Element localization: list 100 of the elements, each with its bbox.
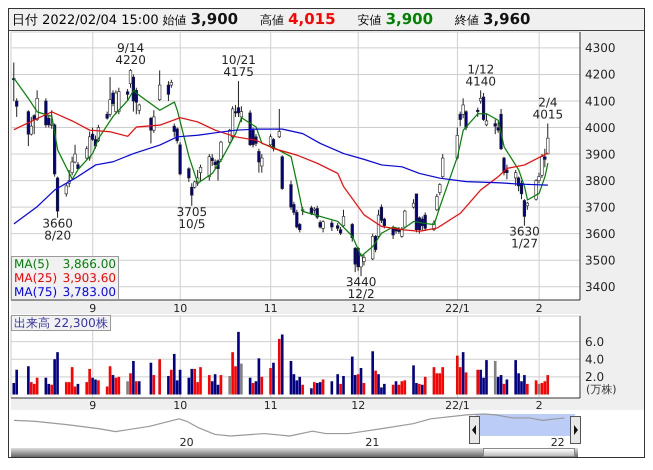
bar <box>170 370 173 394</box>
candlestick <box>26 110 30 147</box>
bar <box>94 379 97 394</box>
bar <box>220 375 222 394</box>
bar <box>132 360 135 394</box>
text: MA(5) 3,866.00 <box>14 257 116 271</box>
bar <box>342 376 345 394</box>
bar <box>158 359 161 394</box>
bar <box>383 384 386 394</box>
bar <box>167 376 170 394</box>
candlestick <box>88 131 92 162</box>
bar <box>500 375 502 394</box>
bar <box>97 380 100 394</box>
bar <box>91 378 94 394</box>
bar <box>129 373 132 394</box>
bar <box>313 382 316 394</box>
x-tick-label: 22/1 <box>445 302 470 315</box>
x-tick-label: 12 <box>351 302 366 315</box>
candlestick <box>108 76 112 118</box>
bar <box>534 380 538 394</box>
candlestick <box>371 233 374 261</box>
annotation: 9/14 4220 <box>115 41 146 68</box>
bar <box>50 384 54 394</box>
candlestick <box>476 107 480 118</box>
bar <box>403 380 406 394</box>
bar <box>199 367 202 394</box>
candlestick <box>342 209 346 228</box>
bar <box>272 362 275 394</box>
bar <box>88 368 91 394</box>
annotation: 3705 10/5 <box>176 204 208 231</box>
bar <box>356 374 360 394</box>
y-tick-label: 3600 <box>585 226 616 241</box>
candlestick <box>268 134 272 148</box>
bar <box>108 366 112 394</box>
x-tick-label: 9 <box>89 398 96 412</box>
bar <box>56 352 59 394</box>
bar <box>15 370 18 394</box>
bar <box>420 384 424 394</box>
x-tick-label: 11 <box>264 302 278 315</box>
bar <box>398 384 400 394</box>
bar <box>418 384 421 394</box>
bar <box>424 376 427 394</box>
bar <box>322 379 324 394</box>
bar <box>479 370 482 394</box>
bar <box>374 370 377 394</box>
candlestick <box>257 148 260 174</box>
bar <box>208 375 211 394</box>
bar <box>494 360 497 394</box>
bar <box>318 382 322 394</box>
bar <box>298 376 302 394</box>
bar <box>150 362 152 394</box>
candlestick <box>158 70 162 102</box>
y-tick-label: 3700 <box>585 200 616 214</box>
candlestick <box>362 254 366 266</box>
bar <box>523 375 526 394</box>
bar <box>64 382 68 394</box>
candlestick <box>354 246 357 273</box>
bar <box>231 352 234 394</box>
bar <box>464 372 468 394</box>
bar <box>252 383 254 394</box>
text: MA(25) 3,903.60 <box>14 271 116 285</box>
candlestick <box>190 182 194 206</box>
bar <box>350 356 354 394</box>
bar <box>269 368 272 394</box>
bar <box>70 367 74 394</box>
candlestick <box>494 119 497 135</box>
chart-title: 日付 2022/02/04 15:00 始値 3,900 高値 4,015 安値 3,900 終値 3,960 <box>12 10 530 28</box>
annotation: 3630 1/27 <box>509 224 540 251</box>
x-tick-label: 2 <box>536 302 543 315</box>
y-tick-label: 4000 <box>585 120 616 135</box>
bar <box>496 376 500 394</box>
bar <box>506 379 508 394</box>
bar <box>546 375 550 394</box>
text: MA(75) 3,783.00 <box>14 285 116 299</box>
x-tick-label: 22 <box>550 436 565 449</box>
bar <box>432 367 436 394</box>
bar <box>412 365 415 394</box>
x-tick-label: 11 <box>264 398 278 412</box>
bar <box>237 332 240 394</box>
annotation: 2/4 4015 <box>532 96 564 122</box>
bar <box>514 360 517 394</box>
y-tick-label: 4.0 <box>585 352 604 366</box>
candlestick <box>187 166 190 182</box>
bar <box>290 360 292 394</box>
bar <box>30 382 33 394</box>
candlestick <box>441 154 444 178</box>
bar <box>214 374 216 394</box>
candlestick <box>321 220 325 233</box>
bar <box>400 381 404 394</box>
candlestick <box>330 220 334 232</box>
bar <box>371 351 374 394</box>
y-axis-title: (万株) <box>586 382 617 397</box>
candlestick <box>278 108 281 139</box>
candlestick <box>208 154 211 182</box>
candlestick <box>176 127 179 144</box>
x-tick-label: 20 <box>180 436 194 449</box>
bar <box>138 381 141 394</box>
bar <box>462 352 464 394</box>
candlestick <box>117 87 120 115</box>
y-tick-label: 3500 <box>585 253 616 268</box>
